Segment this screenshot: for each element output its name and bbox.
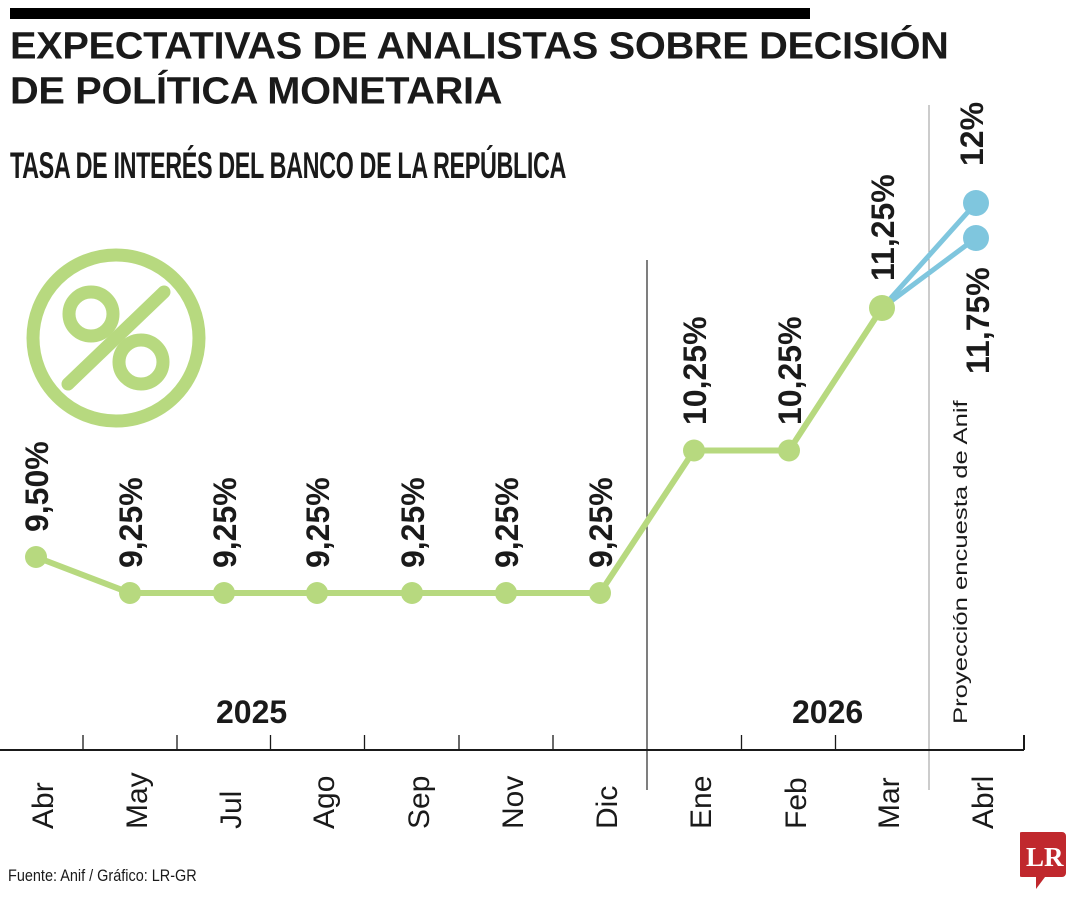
svg-text:LR: LR [1026, 842, 1064, 872]
